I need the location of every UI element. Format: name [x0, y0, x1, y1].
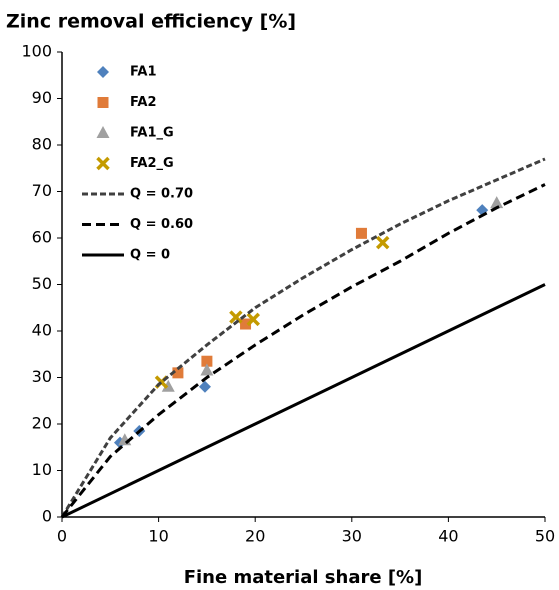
x-tick-label: 30 — [342, 527, 362, 546]
legend-label: Q = 0.60 — [130, 217, 193, 232]
x-tick-label: 40 — [438, 527, 458, 546]
curve — [60, 183, 546, 518]
y-tick-label: 10 — [32, 460, 52, 479]
point — [490, 196, 504, 209]
legend-label: Q = 0.70 — [130, 187, 193, 202]
x-axis-label: Fine material share [%] — [184, 567, 423, 588]
y-tick-label: 40 — [32, 321, 52, 340]
point — [375, 235, 390, 250]
legend-label: Q = 0 — [130, 248, 170, 263]
point — [200, 363, 214, 376]
y-tick-label: 50 — [32, 274, 52, 293]
y-tick-label: 30 — [32, 367, 52, 386]
legend-marker — [96, 156, 110, 171]
legend-label: FA1 — [130, 65, 157, 80]
y-tick-label: 0 — [42, 507, 52, 526]
point — [240, 318, 252, 330]
y-tick-label: 60 — [32, 228, 52, 247]
chart-title: Zinc removal efficiency [%] — [6, 11, 296, 33]
point — [172, 367, 184, 379]
legend-marker — [97, 66, 109, 78]
y-tick-label: 90 — [32, 88, 52, 107]
point — [229, 310, 243, 324]
legend-label: FA2_G — [130, 156, 174, 171]
point — [355, 227, 367, 239]
legend-marker — [96, 126, 110, 138]
point — [161, 379, 175, 392]
curve — [61, 283, 546, 519]
legend-marker — [97, 97, 109, 108]
legend-label: FA2 — [130, 95, 157, 110]
point — [246, 312, 261, 327]
x-tick-label: 10 — [148, 527, 168, 546]
x-tick-label: 50 — [535, 527, 555, 546]
y-tick-label: 80 — [32, 135, 52, 154]
y-tick-label: 70 — [32, 181, 52, 200]
y-tick-label: 100 — [21, 42, 52, 61]
x-tick-label: 0 — [57, 527, 67, 546]
x-tick-label: 20 — [245, 527, 265, 546]
point — [201, 355, 213, 367]
y-tick-label: 20 — [32, 414, 52, 433]
curve — [60, 157, 546, 518]
point — [198, 380, 211, 393]
legend-label: FA1_G — [130, 126, 174, 141]
